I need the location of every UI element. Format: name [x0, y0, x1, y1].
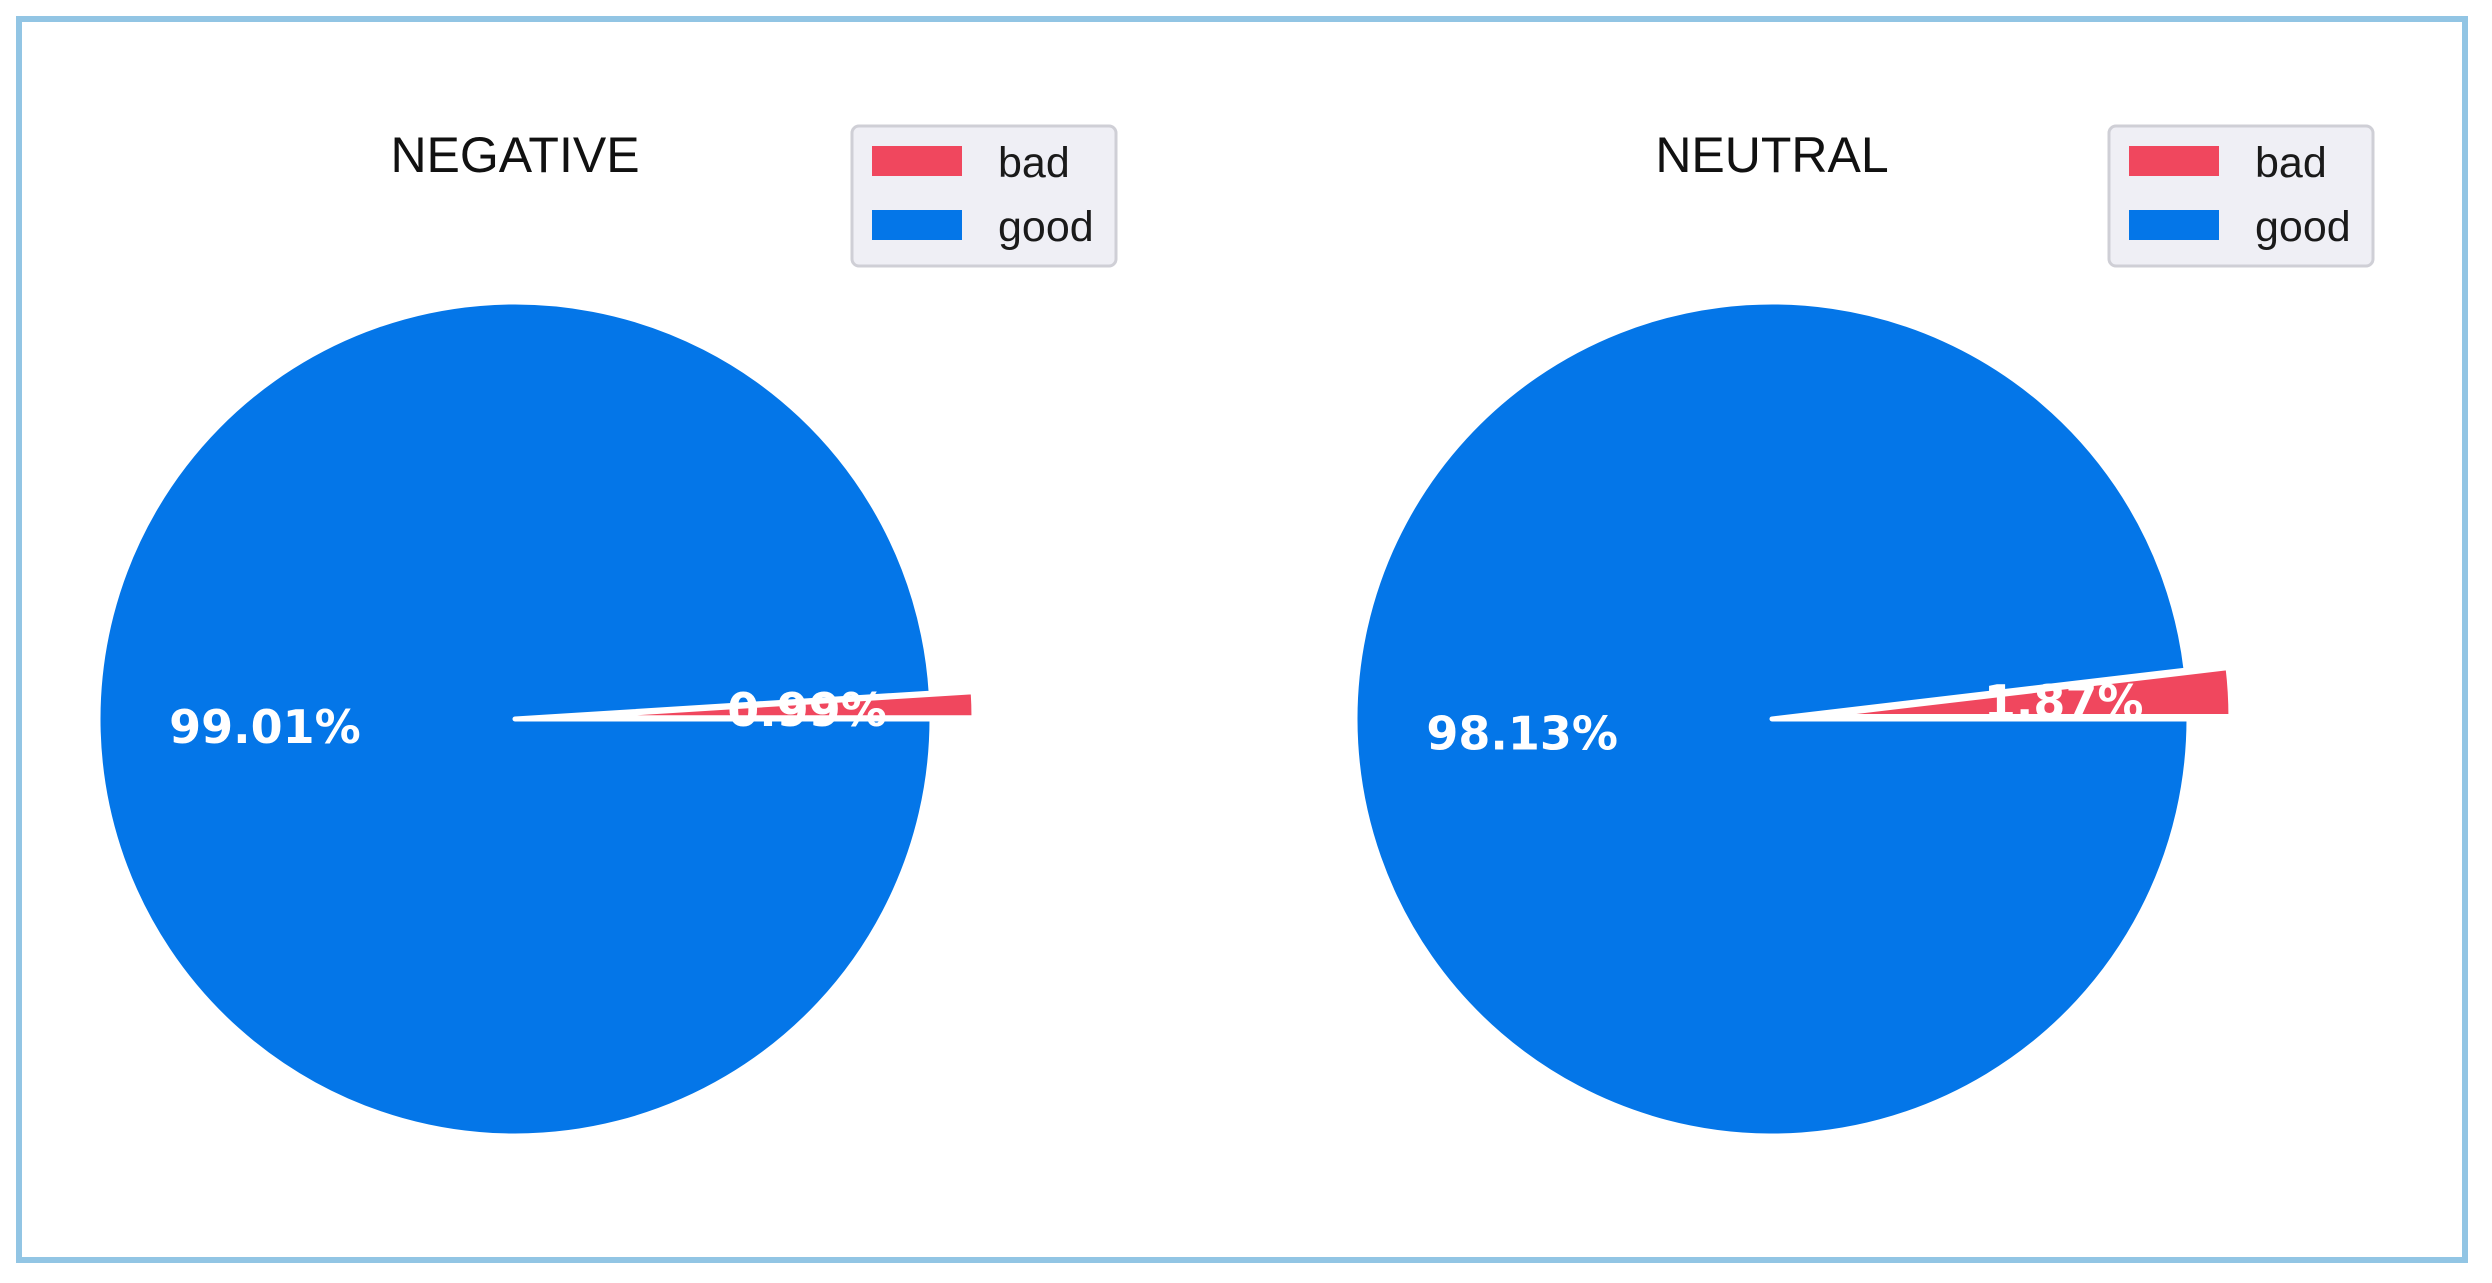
slice-label-bad: 0.99%: [727, 683, 887, 737]
pie-slice-good: [95, 299, 935, 1139]
legend-swatch-good: [872, 210, 962, 240]
pie-labels: 1.87% 98.13%: [1426, 675, 2143, 761]
pie-slice-bad: [1811, 665, 2234, 720]
chart-title: NEUTRAL: [1655, 127, 1888, 183]
legend-swatch-bad: [872, 146, 962, 176]
legend-label-bad: bad: [998, 139, 1070, 187]
pie-panel-negative: NEGATIVE 0.99% 99.01% bad good: [95, 124, 1118, 1139]
pie-slice-good: [1352, 299, 2192, 1139]
chart-title: NEGATIVE: [390, 127, 639, 183]
slice-label-bad: 1.87%: [1984, 675, 2144, 729]
legend-label-good: good: [998, 203, 1094, 251]
slice-label-good: 99.01%: [169, 700, 361, 754]
legend-label-bad: bad: [2255, 139, 2327, 187]
legend: bad good: [850, 124, 1118, 268]
legend-label-good: good: [2255, 203, 2351, 251]
pie-wedges: [1352, 299, 2234, 1139]
pie-panel-neutral: NEUTRAL 1.87% 98.13% bad good: [1352, 124, 2375, 1139]
slice-label-good: 98.13%: [1426, 707, 1618, 761]
pie-labels: 0.99% 99.01%: [169, 683, 887, 754]
legend-swatch-good: [2129, 210, 2219, 240]
legend-swatch-bad: [2129, 146, 2219, 176]
pie-wedges: [95, 299, 977, 1139]
legend: bad good: [2107, 124, 2375, 268]
